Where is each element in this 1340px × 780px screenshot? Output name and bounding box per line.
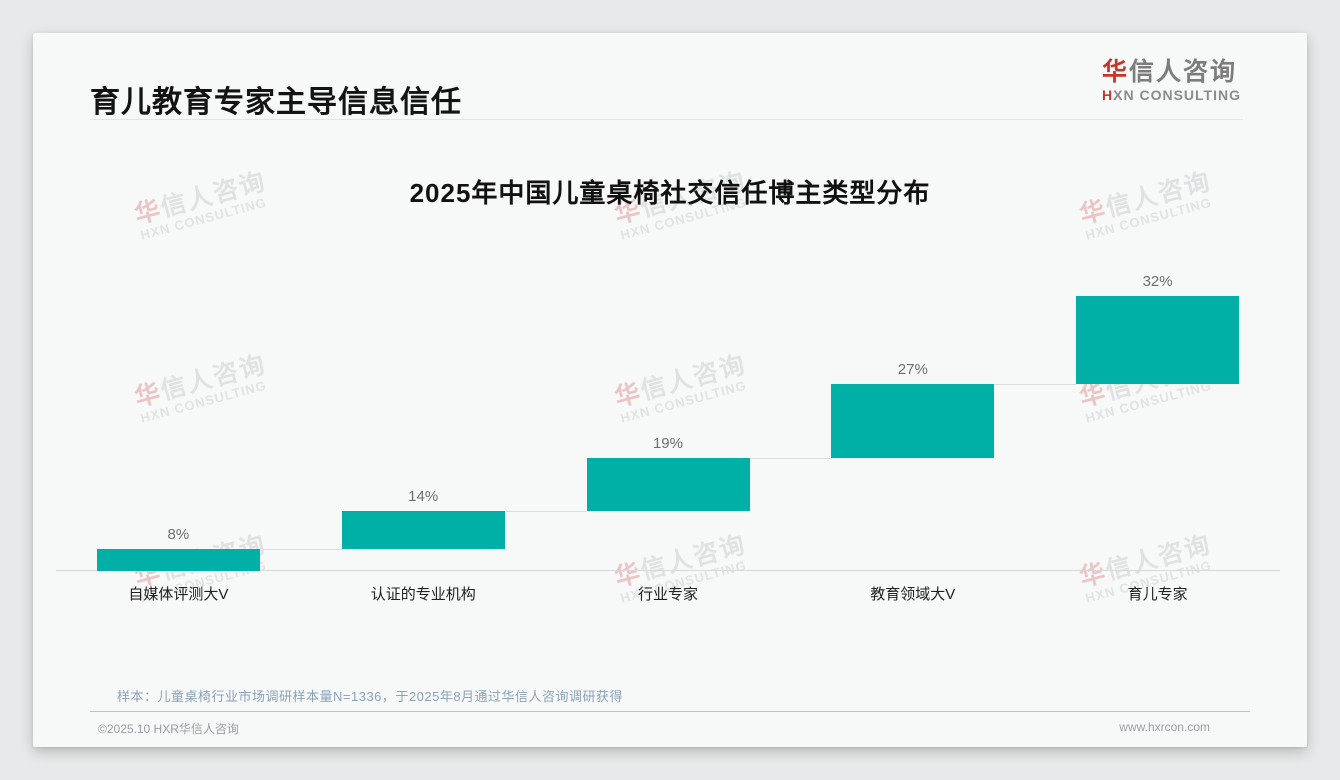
connector-line (259, 549, 342, 550)
category-label: 教育领域大V (870, 586, 956, 603)
brand-logo-zh: 华信人咨询 (1102, 58, 1241, 87)
bar-segment (1076, 296, 1240, 384)
category-label: 自媒体评测大V (128, 586, 229, 603)
category-label: 认证的专业机构 (370, 586, 476, 603)
copyright-text: ©2025.10 HXR华信人咨询 (98, 722, 239, 736)
brand-logo-en: HXN CONSULTING (1102, 86, 1241, 103)
connector-line (749, 458, 832, 460)
brand-logo-en-rest: XN CONSULTING (1113, 86, 1241, 103)
connector-line (504, 510, 587, 512)
header-divider (90, 119, 1243, 120)
value-label: 32% (1142, 273, 1173, 290)
website-url: www.hxrcon.com (1119, 720, 1210, 734)
value-label: 19% (652, 435, 683, 453)
brand-logo-en-accent: H (1102, 86, 1114, 103)
sample-note: 样本：儿童桌椅行业市场调研样本量N=1336，于2025年8月通过华信人咨询调研… (117, 689, 624, 704)
bar-segment (341, 510, 505, 549)
category-label: 育儿专家 (1127, 586, 1188, 603)
brand-logo-zh-accent: 华 (1102, 58, 1130, 86)
value-label: 27% (897, 361, 928, 378)
brand-logo-zh-rest: 信人咨询 (1129, 58, 1238, 86)
footer-divider (90, 711, 1250, 712)
value-label: 8% (167, 526, 190, 543)
slide-card: 华信人咨询 HXN CONSULTING 华信人咨询 HXN CONSULTING 华信… (33, 33, 1307, 747)
chart-title: 2025年中国儿童桌椅社交信任博主类型分布 (409, 178, 931, 208)
bar-segment (831, 384, 995, 459)
brand-logo: 华信人咨询 HXN CONSULTING (1102, 58, 1241, 103)
value-label: 14% (408, 487, 439, 505)
x-axis-line (56, 570, 1280, 571)
connector-line (994, 384, 1077, 385)
page-title: 育儿教育专家主导信息信任 (90, 86, 462, 119)
bar-segment (96, 549, 260, 571)
bar-segment (586, 458, 750, 511)
waterfall-chart: 8% 自媒体评测大V 14% 认证的专业机构 19% 行业专家 27% 教育领域大V 32% 育儿… (56, 240, 1280, 603)
footer: ©2025.10 HXR华信人咨询 www.hxrcon.com (98, 720, 1210, 737)
category-label: 行业专家 (637, 586, 698, 603)
